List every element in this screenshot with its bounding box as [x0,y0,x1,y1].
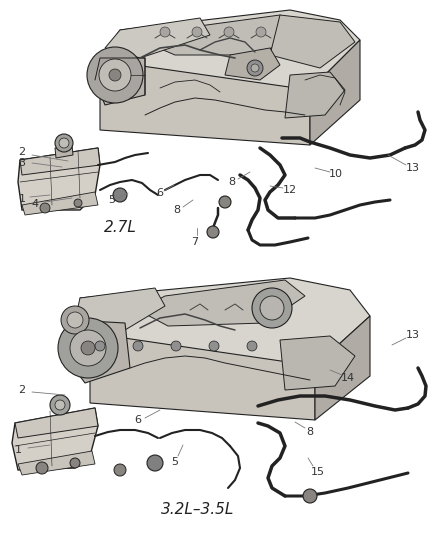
Text: 5: 5 [172,457,179,467]
Polygon shape [270,15,355,68]
Text: 15: 15 [311,467,325,477]
Circle shape [114,464,126,476]
Text: 3.2L–3.5L: 3.2L–3.5L [161,503,235,518]
Text: 4: 4 [32,199,39,209]
Text: 8: 8 [229,177,236,187]
Text: 12: 12 [283,185,297,195]
Circle shape [95,341,105,351]
Polygon shape [100,10,360,95]
Circle shape [171,341,181,351]
Circle shape [109,69,121,81]
Polygon shape [75,288,165,333]
Circle shape [36,462,48,474]
Polygon shape [100,60,310,145]
Polygon shape [225,48,280,80]
Text: 5: 5 [109,195,116,205]
Circle shape [81,341,95,355]
Polygon shape [90,333,315,420]
Circle shape [251,64,259,72]
Text: 6: 6 [134,415,141,425]
Text: 13: 13 [406,163,420,173]
Circle shape [61,306,89,334]
Text: 3: 3 [18,158,25,168]
Circle shape [224,27,234,37]
Circle shape [59,138,69,148]
Circle shape [256,27,266,37]
Circle shape [133,341,143,351]
Text: 8: 8 [173,205,180,215]
Text: 1: 1 [18,194,25,204]
Polygon shape [18,148,100,210]
Polygon shape [315,316,370,420]
Polygon shape [95,55,145,105]
Polygon shape [285,72,345,118]
Polygon shape [80,278,370,370]
Polygon shape [15,408,98,438]
Circle shape [192,27,202,37]
Text: 6: 6 [156,188,163,198]
Circle shape [219,196,231,208]
Circle shape [40,203,50,213]
Polygon shape [105,18,210,58]
Circle shape [260,296,284,320]
Text: 1: 1 [14,445,21,455]
Circle shape [87,47,143,103]
Circle shape [55,400,65,410]
Circle shape [50,395,70,415]
Text: 7: 7 [191,237,198,247]
Polygon shape [12,408,98,470]
Text: 13: 13 [406,330,420,340]
Circle shape [252,288,292,328]
Circle shape [247,341,257,351]
Circle shape [74,199,82,207]
Circle shape [70,330,106,366]
Circle shape [247,60,263,76]
Polygon shape [138,280,305,326]
Circle shape [58,318,118,378]
Circle shape [303,489,317,503]
Text: 8: 8 [307,427,314,437]
Circle shape [160,27,170,37]
Text: 10: 10 [329,169,343,179]
Circle shape [209,341,219,351]
Polygon shape [20,148,100,175]
Circle shape [70,458,80,468]
Circle shape [99,59,131,91]
Circle shape [147,455,163,471]
Circle shape [55,134,73,152]
Text: 2: 2 [18,147,25,157]
Polygon shape [55,145,73,158]
Text: 14: 14 [341,373,355,383]
Polygon shape [65,320,130,383]
Text: 2.7L: 2.7L [103,221,137,236]
Polygon shape [280,336,355,390]
Polygon shape [18,451,95,475]
Polygon shape [310,40,360,145]
Circle shape [67,312,83,328]
Circle shape [113,188,127,202]
Text: 2: 2 [18,385,25,395]
Polygon shape [140,15,300,55]
Circle shape [207,226,219,238]
Polygon shape [22,192,98,215]
